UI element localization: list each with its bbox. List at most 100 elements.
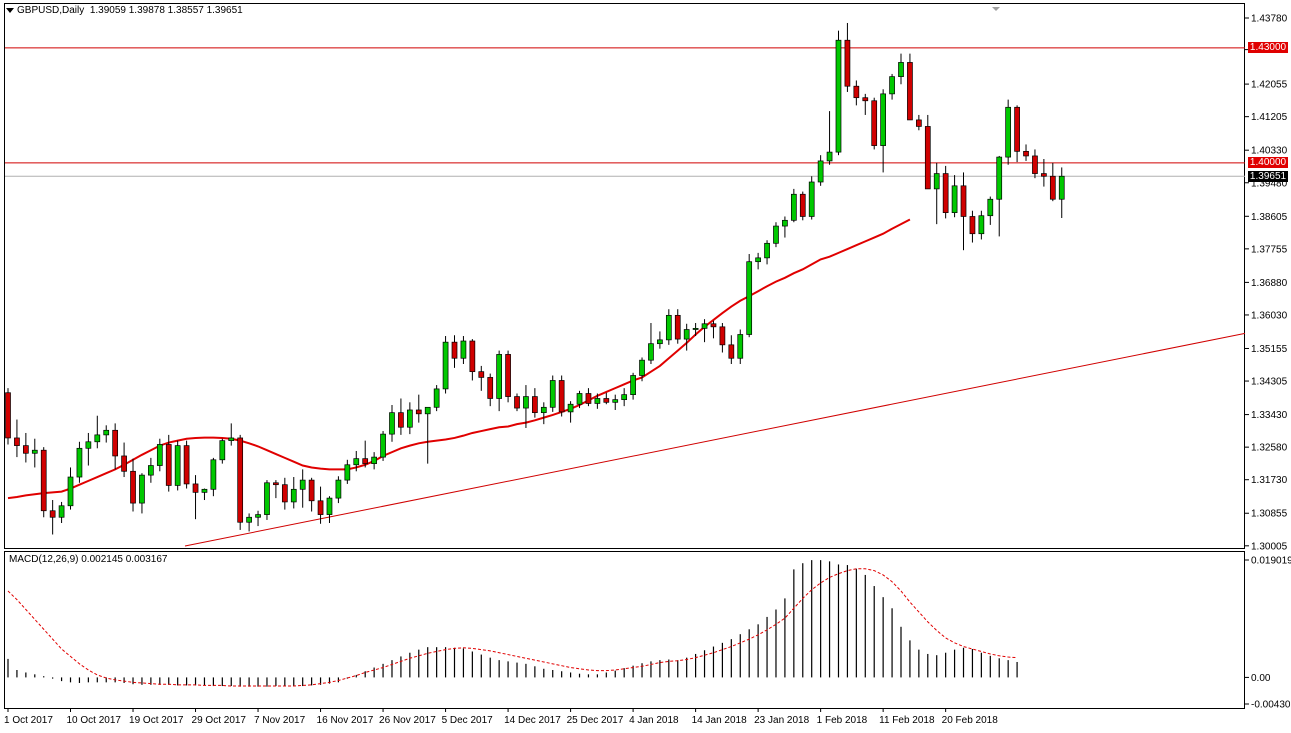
candle-body-78 [701,323,708,329]
y-tick-label-16: 1.30005 [1251,541,1288,552]
candle-87 [782,216,788,238]
candle-49 [442,336,449,394]
candle-body-29 [264,482,270,515]
candle-body-32 [290,488,297,503]
candle-body-86 [773,225,779,244]
candle-body-115 [1032,155,1038,174]
candle-body-21 [192,483,199,493]
candle-93 [835,30,842,156]
candle-62 [558,375,565,417]
x-tick-label-2: 19 Oct 2017 [129,715,184,726]
candle-60 [540,402,547,425]
candle-body-106 [951,185,958,213]
scroll-marker-icon[interactable] [992,7,1000,11]
level-tag-1-40: 1.40000 [1248,157,1288,169]
candle-body-55 [496,354,502,399]
candle-50 [451,335,458,368]
candle-body-4 [40,449,47,512]
candle-body-10 [94,434,101,443]
candle-body-47 [424,406,431,415]
candle-3 [31,438,38,468]
candle-94 [844,22,851,92]
candle-54 [487,373,494,407]
candle-body-41 [371,456,377,464]
candle-1 [14,419,20,458]
candle-38 [344,459,351,484]
candle-29 [264,480,270,520]
candle-body-87 [782,219,788,227]
candle-112 [1005,99,1012,165]
candle-95 [853,80,860,106]
candle-body-27 [246,516,252,523]
candle-64 [576,390,583,409]
macd-header: MACD(12,26,9) 0.002145 0.003167 [9,554,168,565]
candle-32 [290,477,297,509]
y-tick-label-15: 1.30855 [1251,509,1288,520]
candle-113 [1014,105,1020,163]
candle-108 [969,210,976,243]
candle-body-117 [1049,175,1056,200]
candle-34 [308,477,315,512]
candle-6 [58,501,65,524]
candle-body-101 [907,62,913,121]
candle-18 [165,434,172,492]
candle-body-39 [353,458,360,466]
candle-26 [237,434,244,530]
candle-75 [674,309,681,344]
candle-body-12 [112,429,119,457]
candle-51 [460,336,467,364]
candle-body-71 [639,359,645,376]
candle-body-96 [862,97,869,102]
candle-body-99 [889,76,895,95]
x-tick-label-9: 25 Dec 2017 [567,715,624,726]
candle-106 [951,175,958,218]
candle-body-17 [156,444,163,466]
x-tick-label-8: 14 Dec 2017 [504,715,561,726]
candle-body-65 [585,393,592,404]
x-tick-label-0: 1 Oct 2017 [4,715,53,726]
candle-8 [76,441,83,483]
candle-68 [612,394,619,410]
candle-body-16 [148,465,154,476]
candle-body-20 [183,445,190,485]
candle-84 [755,252,761,270]
candle-109 [978,210,985,240]
candle-body-73 [657,339,663,345]
candle-body-53 [478,371,485,378]
candle-body-107 [960,185,967,217]
candle-body-79 [710,323,717,328]
candle-body-89 [799,193,806,217]
candle-body-111 [996,156,1003,200]
candle-110 [987,196,994,225]
candle-body-50 [451,341,458,359]
candle-body-60 [540,406,547,414]
candle-30 [273,480,279,499]
candle-body-28 [255,514,261,518]
candle-body-40 [362,458,369,464]
candle-12 [112,423,119,470]
candle-body-51 [460,340,467,359]
y-tick-label-8: 1.36880 [1251,278,1288,289]
y-tick-label-6: 1.38605 [1251,212,1288,223]
candle-79 [710,320,717,339]
dropdown-triangle-icon[interactable] [6,7,14,13]
candle-52 [469,339,476,381]
candle-body-14 [130,470,136,504]
candle-body-54 [487,377,494,399]
candle-70 [630,372,636,400]
candle-body-38 [344,464,351,481]
candle-body-92 [826,151,833,162]
y-tick-label-7: 1.37755 [1251,244,1288,255]
candle-body-105 [942,173,949,213]
candle-body-104 [933,173,940,190]
price-pane-frame [4,3,1245,549]
candle-body-108 [969,216,976,235]
candle-body-30 [273,482,279,486]
candle-69 [621,388,628,407]
x-tick-label-11: 14 Jan 2018 [692,715,747,726]
candle-85 [764,240,770,265]
candle-body-91 [817,160,824,183]
ohlc-readout: 1.39059 1.39878 1.38557 1.39651 [89,5,243,16]
candle-35 [317,486,324,524]
